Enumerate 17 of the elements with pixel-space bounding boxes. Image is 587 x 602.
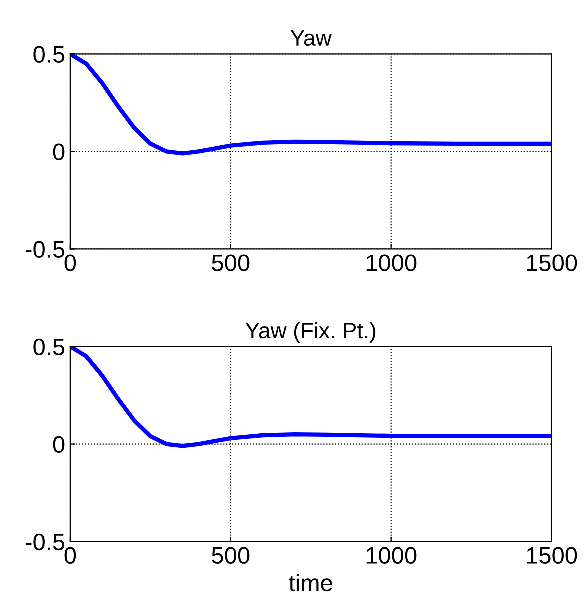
x-tick-label: 1000 — [366, 547, 417, 564]
y-tick-label: -0.5 — [26, 534, 65, 551]
y-tick-label: -0.5 — [26, 241, 65, 258]
x-axis-title: time — [289, 574, 332, 592]
x-tick-label: 0 — [64, 547, 76, 564]
chart-title: Yaw — [290, 30, 332, 46]
x-tick-label: 1500 — [527, 254, 578, 272]
x-tick-label: 500 — [212, 254, 250, 272]
x-tick-label: 1500 — [527, 547, 578, 564]
x-tick-label: 1000 — [366, 254, 417, 272]
x-tick-label: 0 — [64, 254, 76, 272]
x-tick-label: 500 — [212, 547, 250, 564]
y-tick-label: 0.5 — [34, 338, 65, 356]
y-tick-label: 0.5 — [34, 46, 65, 63]
y-tick-label: 0 — [53, 436, 65, 454]
y-tick-label: 0 — [53, 144, 65, 160]
chart-title: Yaw (Fix. Pt.) — [246, 322, 376, 344]
